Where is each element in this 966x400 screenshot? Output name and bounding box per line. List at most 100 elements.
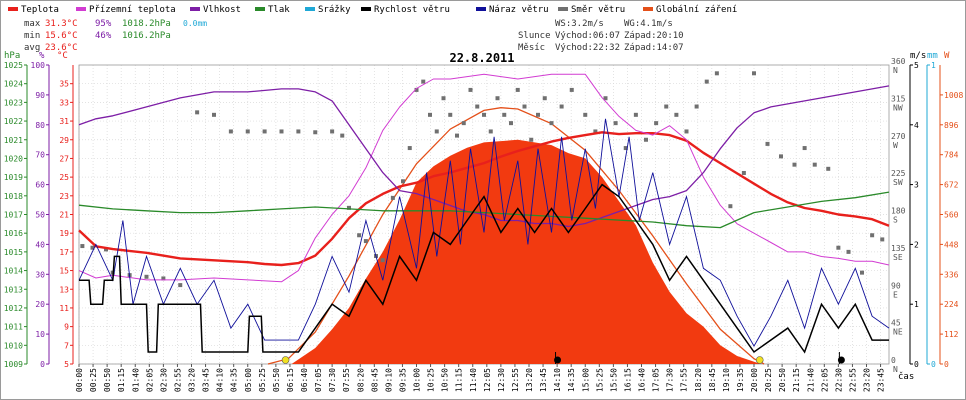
stats-block: max 31.3°C 95% 1018.2hPa 0.0mm min 15.6°… — [24, 19, 207, 53]
wind-direction-point — [802, 146, 807, 151]
x-tick-label: 11:40 — [469, 368, 478, 392]
wind-direction-dir-label: SE — [893, 253, 903, 262]
temperature-tick-label: 25 — [59, 173, 69, 182]
pressure-tick-label: 1011 — [4, 323, 23, 332]
wind-direction-point — [212, 112, 216, 117]
stat-max-hum: 95% — [95, 19, 112, 29]
temperature-tick-label: 35 — [59, 80, 69, 89]
wind-direction-point — [161, 276, 166, 281]
wind-direction-dir-label: NW — [893, 103, 903, 112]
legend-label: Vlhkost — [203, 5, 241, 15]
humidity-tick-label: 100 — [31, 61, 46, 70]
pressure-tick-label: 1012 — [4, 304, 23, 313]
x-tick-label: 04:10 — [216, 368, 225, 392]
radiation-tick-label: 224 — [944, 300, 959, 309]
astro-info: WS:3.2m/s WG:4.1m/s Slunce Východ:06:07 … — [518, 19, 684, 53]
radiation-tick-label: 0 — [944, 360, 949, 369]
humidity-tick-label: 20 — [35, 300, 45, 309]
x-tick-label: 09:10 — [384, 368, 393, 392]
legend-swatch — [476, 7, 486, 11]
wind-direction-point — [441, 96, 446, 101]
wind-direction-point — [414, 87, 419, 92]
wind-direction-deg-label: 0 — [891, 356, 896, 365]
wind-direction-point — [228, 129, 233, 134]
wind-direction-point — [704, 79, 709, 84]
pressure-tick-label: 1016 — [4, 229, 23, 238]
info-sunrise: Východ:06:07 — [555, 31, 620, 41]
humidity-tick-label: 0 — [40, 360, 45, 369]
temperature-tick-label: 23 — [59, 192, 69, 201]
wind-direction-point — [330, 129, 335, 134]
wind-direction-point — [613, 121, 618, 126]
wind-direction-point — [461, 121, 466, 126]
wind-direction-deg-label: 180 — [891, 207, 906, 216]
wind-direction-point — [421, 79, 426, 84]
stat-min-hum: 46% — [95, 31, 112, 41]
humidity-tick-label: 80 — [35, 121, 45, 130]
x-tick-label: 12:55 — [511, 368, 520, 392]
rain-tick-label: 1 — [931, 61, 936, 70]
wind-direction-dir-label: N — [893, 365, 898, 374]
wind-direction-point — [80, 244, 85, 249]
temperature-tick-label: 19 — [59, 229, 69, 238]
wind-direction-point — [728, 204, 733, 209]
x-tick-label: 02:05 — [145, 368, 154, 392]
x-tick-label: 17:05 — [652, 368, 661, 392]
pressure-tick-label: 1015 — [4, 248, 23, 257]
wind-speed-line — [79, 183, 889, 354]
legend-label: Směr větru — [571, 5, 625, 15]
stat-max-label: max — [24, 19, 41, 29]
wind-direction-point — [583, 112, 588, 117]
wind-direction-point — [407, 146, 412, 151]
x-tick-label: 05:50 — [272, 368, 281, 392]
x-tick-label: 07:05 — [314, 368, 323, 392]
wind-direction-point — [428, 112, 432, 117]
temperature-tick-label: 7 — [64, 341, 69, 350]
temperature-unit: °C — [57, 51, 68, 61]
humidity-unit: % — [39, 51, 45, 61]
humidity-tick-label: 70 — [35, 151, 45, 160]
radiation-clear-sky-line — [267, 107, 765, 365]
legend-swatch — [255, 7, 265, 11]
temperature-tick-label: 29 — [59, 136, 69, 145]
wind-speed-tick-label: 2 — [914, 240, 919, 249]
wind-direction-deg-label: 45 — [891, 319, 901, 328]
wind-speed-tick-label: 4 — [914, 121, 919, 130]
stat-max-rain: 0.0mm — [183, 19, 207, 28]
wind-direction-deg-label: 135 — [891, 244, 906, 253]
stat-max-temp: 31.3°C — [45, 19, 78, 29]
x-tick-label: 19:35 — [736, 368, 745, 392]
legend-swatch — [190, 7, 200, 11]
wind-direction-point — [340, 133, 345, 138]
legend-swatch — [76, 7, 86, 11]
radiation-tick-label: 336 — [944, 270, 959, 279]
wind-direction-point — [178, 283, 183, 288]
pressure-tick-label: 1010 — [4, 341, 23, 350]
rain-tick-label: 0 — [931, 360, 936, 369]
x-tick-label: 22:30 — [834, 368, 843, 392]
x-tick-label: 22:55 — [848, 368, 857, 392]
x-tick-label: 02:30 — [159, 368, 168, 392]
humidity-tick-label: 90 — [35, 91, 45, 100]
temperature-tick-label: 21 — [59, 211, 69, 220]
x-tick-label: 15:50 — [609, 368, 618, 392]
x-tick-label: 05:25 — [258, 368, 267, 392]
x-tick-label: 03:20 — [188, 368, 197, 392]
x-tick-label: 04:35 — [230, 368, 239, 392]
wind-direction-point — [347, 205, 351, 210]
pressure-tick-label: 1024 — [4, 80, 23, 89]
radiation-tick-label: 1008 — [944, 91, 963, 100]
wind-direction-point — [515, 87, 520, 92]
legend-label: Rychlost větru — [374, 5, 450, 15]
x-tick-label: 15:00 — [581, 368, 590, 392]
x-tick-label: 23:45 — [877, 368, 886, 392]
moonrise-marker — [837, 356, 845, 364]
wind-direction-point — [741, 170, 746, 175]
stat-avg-label: avg — [24, 43, 40, 53]
wind-direction-point — [363, 239, 368, 244]
temperature-tick-label: 33 — [59, 98, 69, 107]
x-tick-label: 00:25 — [89, 368, 98, 392]
x-tick-label: 00:00 — [75, 368, 84, 392]
wind-direction-point — [559, 104, 564, 109]
x-tick-label: 07:55 — [342, 368, 351, 392]
